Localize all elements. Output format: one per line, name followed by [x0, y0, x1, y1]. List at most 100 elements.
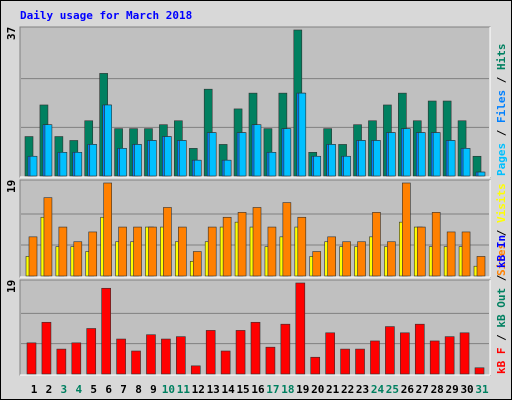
bar	[59, 152, 68, 177]
legend-item: Files	[495, 90, 508, 123]
bar	[297, 216, 307, 277]
bar	[237, 212, 247, 277]
bar	[402, 182, 411, 277]
bar	[103, 182, 112, 277]
bar	[310, 356, 321, 375]
legend: kB F / kB Out / kB In	[495, 235, 508, 374]
x-tick-label: 28	[431, 383, 444, 396]
bar	[340, 348, 350, 375]
bar	[462, 148, 471, 177]
bar	[119, 148, 127, 177]
x-tick-label: 12	[192, 383, 205, 396]
bar	[73, 241, 83, 277]
bar	[283, 128, 292, 177]
bar	[223, 159, 232, 177]
bar	[179, 140, 187, 177]
bar	[444, 336, 455, 375]
bar	[282, 202, 292, 277]
legend-separator: /	[495, 223, 508, 243]
x-tick-label: 3	[61, 383, 68, 396]
x-tick-label: 22	[341, 383, 354, 396]
y-max-label: 37	[5, 27, 18, 40]
bar	[41, 321, 52, 375]
legend-item: kB In	[495, 235, 508, 268]
y-max-label: 19	[5, 180, 18, 193]
bar	[416, 226, 426, 277]
bar	[403, 128, 411, 177]
y-max-label: 19	[5, 280, 18, 293]
bar	[298, 92, 307, 177]
bar	[459, 332, 470, 375]
bar	[43, 197, 53, 277]
bar	[74, 152, 83, 177]
x-tick-label: 5	[90, 383, 97, 396]
bar	[133, 226, 142, 277]
bar	[205, 330, 216, 375]
bar	[372, 212, 381, 277]
bar	[342, 241, 351, 277]
x-tick-label: 25	[386, 383, 399, 396]
bar	[134, 144, 142, 177]
legend-item: Sites	[495, 243, 508, 276]
bar	[222, 216, 232, 277]
x-tick-label: 30	[460, 383, 473, 396]
bar	[118, 226, 127, 277]
x-tick-label: 20	[311, 383, 324, 396]
bar	[86, 328, 97, 375]
bar	[461, 231, 471, 277]
x-tick-label: 6	[105, 383, 112, 396]
bar	[429, 340, 440, 375]
bar	[146, 334, 156, 375]
legend-item: Visits	[495, 183, 508, 223]
bar	[414, 323, 425, 375]
legend-item: Hits	[495, 44, 508, 71]
bar	[265, 346, 276, 375]
bar	[328, 144, 336, 177]
bar	[190, 365, 201, 375]
legend-item: kB F	[495, 348, 508, 375]
bar	[447, 140, 456, 177]
bar	[56, 348, 67, 375]
bar	[26, 342, 37, 375]
legend-separator: /	[495, 268, 508, 288]
bar	[192, 251, 202, 277]
bar	[235, 330, 246, 375]
legend-separator: /	[495, 328, 508, 348]
x-tick-label: 8	[135, 383, 142, 396]
bar	[267, 226, 277, 277]
bar	[252, 207, 262, 277]
legend-item: Pages	[495, 143, 508, 176]
bar	[207, 226, 217, 277]
bar	[71, 342, 82, 375]
bar	[29, 155, 38, 177]
bar	[325, 332, 335, 375]
bar	[355, 348, 365, 375]
bar	[387, 241, 396, 277]
bar	[474, 367, 485, 375]
bar	[312, 251, 322, 277]
bar	[432, 132, 441, 177]
bar	[116, 338, 126, 375]
bar	[417, 132, 426, 177]
x-tick-label: 19	[296, 383, 309, 396]
bar	[148, 226, 157, 277]
bar	[163, 207, 172, 277]
bar	[358, 140, 366, 177]
bar	[164, 136, 172, 177]
legend-item: kB Out	[495, 288, 508, 328]
bar	[327, 236, 336, 277]
legend: Pages / Files / Hits	[495, 44, 508, 177]
bar	[268, 152, 277, 177]
bar	[357, 241, 366, 277]
bar	[178, 226, 187, 277]
bar	[343, 155, 351, 177]
bar	[238, 132, 247, 177]
bar	[370, 340, 380, 375]
bar	[431, 212, 441, 277]
bar	[476, 256, 486, 277]
x-tick-label: 1	[31, 383, 38, 396]
x-tick-label: 21	[326, 383, 340, 396]
bar	[388, 132, 396, 177]
bar	[28, 236, 38, 277]
